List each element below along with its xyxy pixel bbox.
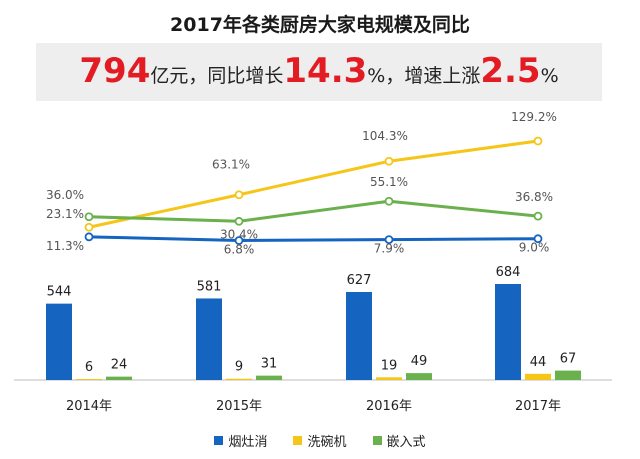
line-point-0-3 xyxy=(533,136,543,146)
bar-1-1 xyxy=(226,378,252,380)
banner-text-3: % xyxy=(540,65,559,87)
x-tick-label-1: 2015年 xyxy=(216,399,262,414)
market-size-value: 794 xyxy=(79,51,151,91)
bar-label-0-0: 544 xyxy=(47,285,72,300)
line-label-0-3: 129.2% xyxy=(511,110,557,124)
bar-label-1-1: 9 xyxy=(235,360,243,375)
line-series-2 xyxy=(88,235,539,242)
legend-item-range-hood: 烟灶消 xyxy=(214,431,267,450)
summary-banner: 794 亿元，同比增长 14.3 %，增速上涨 2.5 % xyxy=(36,43,602,101)
legend-swatch-built-in xyxy=(372,436,382,445)
bar-0-1 xyxy=(196,298,222,380)
line-label-1-1: 30.4% xyxy=(220,227,258,241)
line-label-0-0: 23.1% xyxy=(46,207,84,221)
line-label-0-2: 104.3% xyxy=(362,129,408,143)
bar-0-2 xyxy=(346,292,372,380)
line-point-2-3 xyxy=(533,234,543,244)
line-series-0 xyxy=(88,139,539,229)
line-point-2-0 xyxy=(84,232,94,242)
bar-label-1-0: 6 xyxy=(85,360,93,375)
line-point-2-2 xyxy=(384,235,394,244)
bar-label-1-3: 44 xyxy=(530,355,547,370)
bar-1-3 xyxy=(525,373,551,380)
bar-label-2-3: 67 xyxy=(560,352,577,367)
legend-swatch-range-hood xyxy=(214,436,224,445)
line-label-2-2: 7.9% xyxy=(374,242,405,256)
legend-label-range-hood: 烟灶消 xyxy=(228,435,268,450)
legend-swatch-dishwasher xyxy=(293,436,303,445)
bar-2-3 xyxy=(555,370,581,380)
x-tick-label-3: 2017年 xyxy=(515,399,561,414)
legend-label-built-in: 嵌入式 xyxy=(386,435,426,450)
banner-text-2: %，增速上涨 xyxy=(367,65,481,87)
line-label-1-2: 55.1% xyxy=(370,175,408,189)
line-series-1 xyxy=(88,199,539,223)
bar-label-2-0: 24 xyxy=(111,358,128,373)
line-point-1-2 xyxy=(384,196,394,206)
line-label-2-3: 9.0% xyxy=(519,241,550,255)
bar-label-0-3: 684 xyxy=(496,265,521,280)
bar-1-2 xyxy=(376,377,402,380)
bar-label-2-2: 49 xyxy=(411,354,428,369)
bar-2-1 xyxy=(256,375,282,380)
bar-0-0 xyxy=(46,303,72,380)
bar-1-0 xyxy=(76,379,102,380)
bar-label-2-1: 31 xyxy=(261,357,278,372)
line-label-1-3: 36.8% xyxy=(515,190,553,204)
x-tick-label-2: 2016年 xyxy=(366,399,412,414)
line-point-0-1 xyxy=(234,190,244,200)
banner-text-1: 亿元，同比增长 xyxy=(150,65,284,87)
bar-2-0 xyxy=(106,376,132,380)
line-point-1-3 xyxy=(533,211,543,221)
line-point-0-0 xyxy=(84,222,94,232)
line-point-2-1 xyxy=(234,236,244,245)
legend-label-dishwasher: 洗碗机 xyxy=(307,435,347,450)
line-label-2-0: 11.3% xyxy=(46,239,84,253)
legend: 烟灶消 洗碗机 嵌入式 xyxy=(0,431,640,450)
line-point-1-1 xyxy=(234,216,244,226)
growth-increase-value: 2.5 xyxy=(480,51,541,91)
legend-item-built-in: 嵌入式 xyxy=(372,431,426,450)
line-label-2-1: 6.8% xyxy=(224,242,255,256)
bar-label-1-2: 19 xyxy=(381,358,398,373)
line-point-1-0 xyxy=(84,212,94,222)
line-label-0-1: 63.1% xyxy=(212,158,250,172)
chart-title: 2017年各类厨房大家电规模及同比 xyxy=(170,14,470,36)
growth-rate-value: 14.3 xyxy=(283,51,368,91)
line-point-0-2 xyxy=(384,156,394,166)
bar-label-0-2: 627 xyxy=(347,273,372,288)
bar-0-3 xyxy=(495,284,521,380)
bar-2-2 xyxy=(406,373,432,380)
line-label-1-0: 36.0% xyxy=(46,188,84,202)
x-tick-label-0: 2014年 xyxy=(66,399,112,414)
legend-item-dishwasher: 洗碗机 xyxy=(293,431,347,450)
bar-label-0-1: 581 xyxy=(197,279,222,294)
